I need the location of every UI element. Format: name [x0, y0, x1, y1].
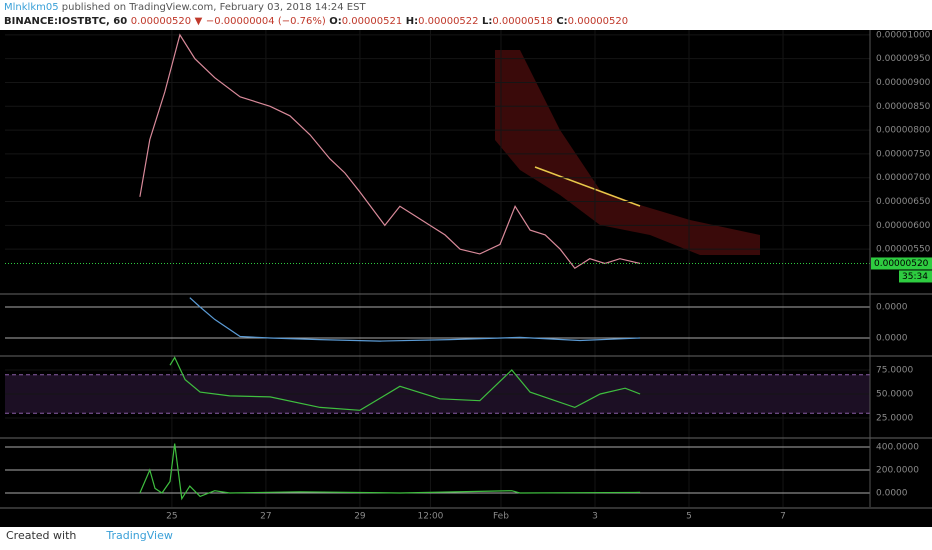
y-tick-label: 25.0000: [876, 413, 913, 423]
footer: Created with TradingView: [6, 529, 173, 542]
x-tick-label: 7: [780, 512, 786, 522]
y-tick-label: 0.00000700: [876, 173, 931, 183]
y-tick-label: 0.00001000: [876, 30, 931, 40]
chart: 25 27 29 12:00 Feb 3 5 7 0.00001000 0.00000950 0.0…: [0, 30, 932, 527]
y-tick-label: 0.0000: [876, 303, 908, 313]
x-tick-label: 27: [260, 512, 271, 522]
x-tick-label: 3: [592, 512, 598, 522]
y-tick-label: 0.00000850: [876, 102, 931, 112]
background: [0, 30, 932, 527]
y-tick-label: 50.0000: [876, 389, 913, 399]
y-tick-label: 0.00000800: [876, 126, 931, 136]
y-tick-label: 0.00000600: [876, 221, 931, 231]
publish-line: Mlnklkm05 published on TradingView.com, …: [4, 2, 366, 13]
line: [189, 297, 641, 342]
o-key: O:: [329, 16, 342, 27]
y-tick-label: 0.00000750: [876, 149, 931, 159]
brand[interactable]: TradingView: [106, 529, 173, 542]
h-key: H:: [405, 16, 419, 27]
open: 0.00000521: [341, 16, 403, 27]
y-tick-label: 0.0000: [876, 488, 908, 498]
low: 0.00000518: [492, 16, 553, 27]
x-tick-label: 29: [354, 512, 366, 522]
high: 0.00000522: [418, 16, 479, 27]
countdown-box: [899, 270, 932, 283]
y-tick-label: 0.00000950: [876, 54, 931, 64]
created: Created with: [6, 529, 77, 542]
change: −0.00000004 (−0.76%): [205, 16, 326, 27]
c-key: C:: [556, 16, 568, 27]
symbol: BINANCE:IOSTBTC, 60: [4, 16, 128, 27]
published: published on TradingView.com, February 0…: [61, 2, 366, 13]
x-tick-label: 25: [166, 512, 177, 522]
line: [139, 33, 641, 270]
y-tick-label: 0.00000900: [876, 78, 931, 88]
y-tick-label: 75.0000: [876, 365, 913, 375]
y-tick-label: 0.0000: [876, 334, 908, 344]
lagging-line: [534, 166, 641, 207]
y-tick-label: 200.0000: [876, 465, 919, 475]
x-tick-label: Feb: [493, 512, 509, 522]
y-tick-label: 0.00000550: [876, 245, 931, 255]
price-label: 0.00000520: [874, 259, 929, 269]
user[interactable]: Mlnklkm05: [4, 2, 59, 13]
quote-line: BINANCE:IOSTBTC, 60 0.00000520 ▼ −0.0000…: [4, 16, 628, 27]
line: [169, 356, 641, 411]
arrow: ▼: [194, 16, 203, 27]
price-box: [871, 257, 932, 270]
x-tick-label: 5: [686, 512, 692, 522]
cloud: [495, 50, 760, 255]
x-tick-label: 12:00: [417, 512, 443, 522]
close: 0.00000520: [567, 16, 629, 27]
line: [139, 443, 641, 501]
last: 0.00000520: [130, 16, 192, 27]
countdown: 35:34: [902, 272, 928, 282]
y-tick-label: 0.00000650: [876, 197, 931, 207]
l-key: L:: [482, 16, 493, 27]
y-tick-label: 400.0000: [876, 443, 919, 453]
